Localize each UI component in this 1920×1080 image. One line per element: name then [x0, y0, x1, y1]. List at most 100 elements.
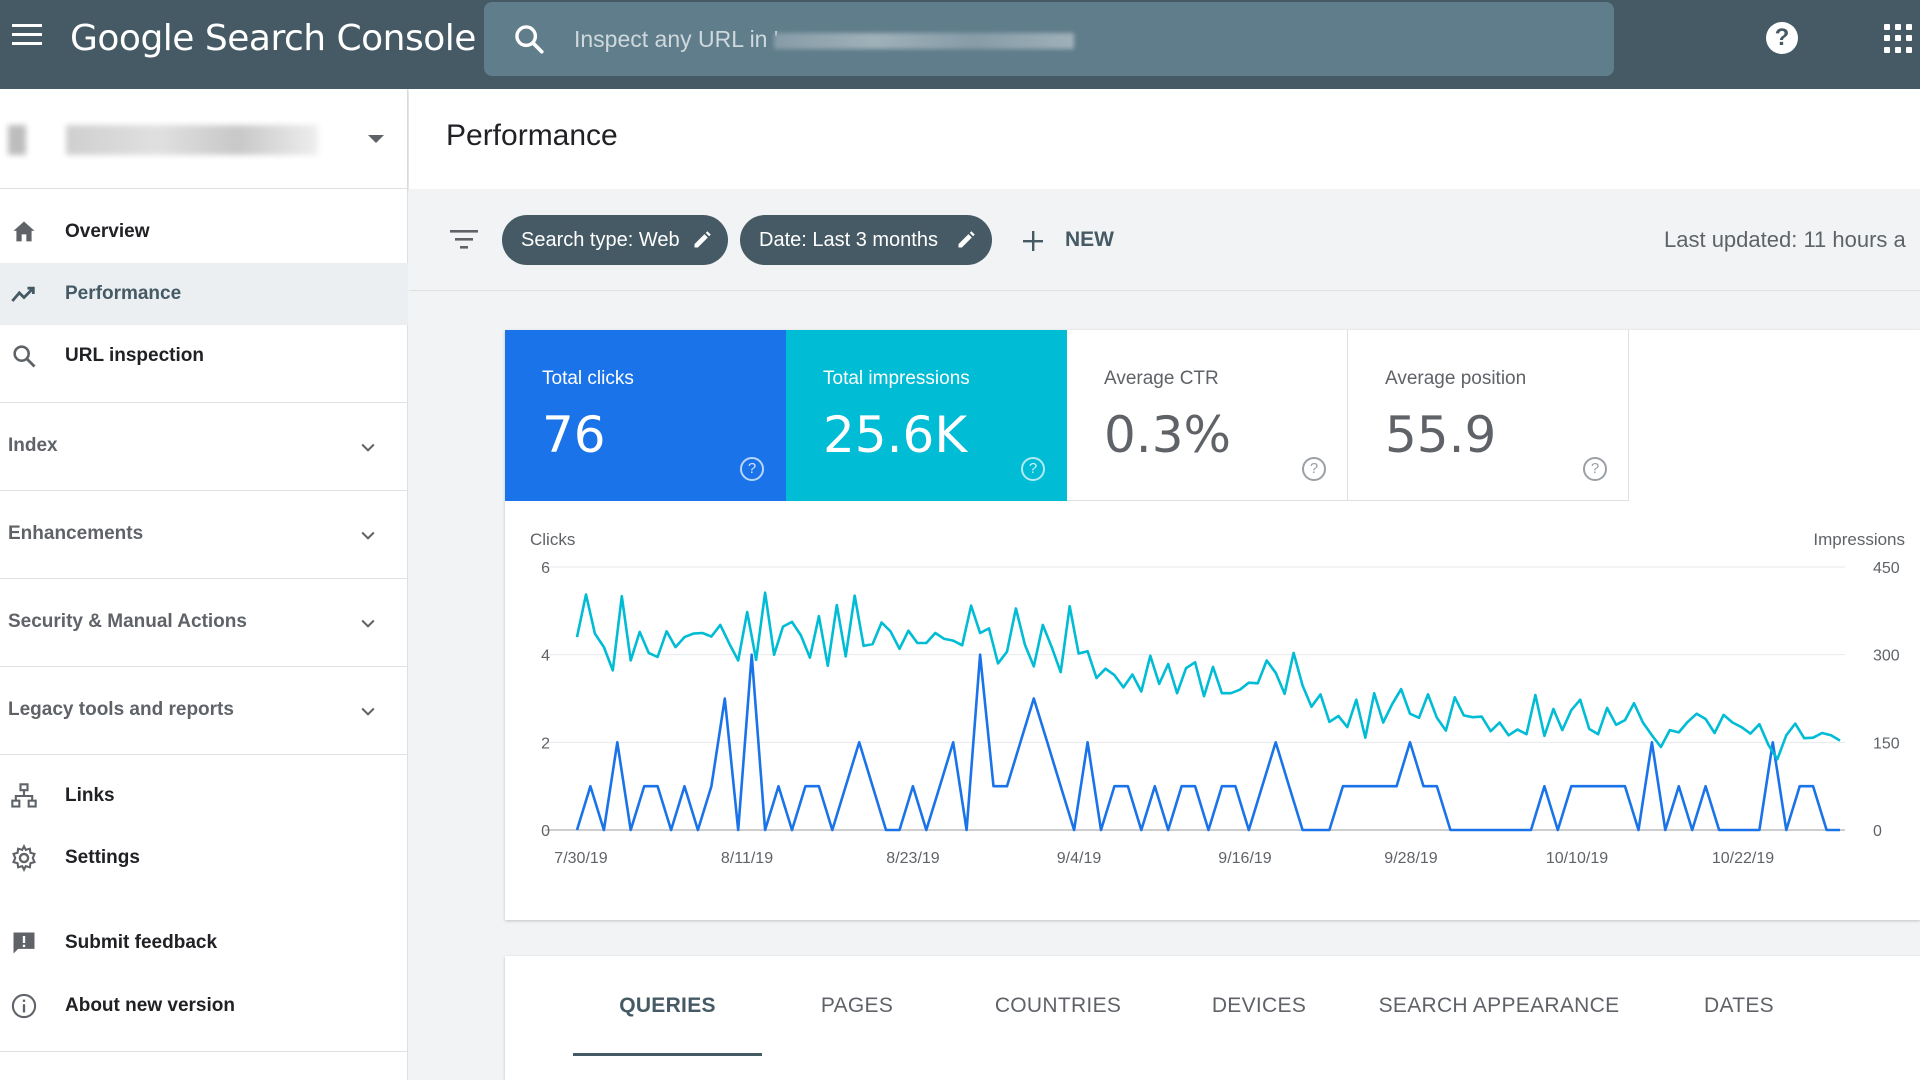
dropdown-caret-icon	[368, 135, 384, 143]
edit-pencil-icon	[958, 231, 975, 248]
y-left-tick-label: 2	[541, 735, 550, 752]
metric-label: Total clicks	[542, 368, 634, 389]
metric-total-impressions[interactable]: Total impressions 25.6K ?	[786, 330, 1067, 501]
metric-value: 76	[542, 406, 606, 464]
help-icon[interactable]: ?	[740, 457, 764, 481]
info-icon	[11, 993, 37, 1019]
x-tick-label: 10/10/19	[1546, 850, 1608, 867]
y-axis-right-label: Impressions	[1813, 530, 1905, 549]
chevron-down-icon	[361, 619, 375, 628]
y-right-tick-label: 0	[1873, 823, 1882, 840]
x-tick-label: 7/30/19	[554, 850, 607, 867]
tab-devices[interactable]: DEVICES	[1211, 994, 1307, 1017]
sidebar-item-label: URL inspection	[65, 345, 204, 366]
y-left-tick-label: 4	[541, 648, 550, 665]
sidebar-item-links[interactable]: Links	[0, 765, 408, 827]
x-tick-label: 9/16/19	[1218, 850, 1271, 867]
sidebar-item-about[interactable]: About new version	[0, 975, 408, 1037]
series-line-impressions	[575, 591, 1841, 761]
home-icon	[13, 221, 35, 242]
hamburger-menu-icon[interactable]	[12, 24, 42, 54]
sidebar-item-label: Overview	[65, 221, 150, 242]
tab-dates[interactable]: DATES	[1704, 994, 1774, 1017]
y-left-tick-label: 6	[541, 560, 550, 577]
y-axis-left-label: Clicks	[530, 530, 575, 549]
url-inspect-search-bar[interactable]: Inspect any URL in '	[484, 2, 1614, 76]
performance-chart[interactable]: Clicks Impressions 0 0 2 150 4 300 6 450 7/30/19 8/…	[505, 501, 1920, 920]
sidebar-item-settings[interactable]: Settings	[0, 827, 408, 889]
edit-pencil-icon	[694, 231, 711, 248]
page-header: Performance	[409, 89, 1920, 189]
gear-icon	[12, 844, 36, 872]
metric-average-position[interactable]: Average position 55.9 ?	[1348, 330, 1629, 501]
sidebar-section-security[interactable]: Security & Manual Actions	[0, 578, 408, 666]
filter-bar: Search type: Web Date: Last 3 months NEW…	[409, 189, 1920, 291]
sidebar-section-enhancements[interactable]: Enhancements	[0, 490, 408, 578]
tab-search-appearance[interactable]: SEARCH APPEARANCE	[1378, 994, 1620, 1017]
x-tick-label: 8/11/19	[721, 850, 773, 867]
app-title[interactable]: Google Search Console	[70, 18, 476, 59]
apps-grid-icon[interactable]	[1884, 24, 1914, 54]
sidebar-item-label: Performance	[65, 283, 182, 304]
search-type-chip[interactable]: Search type: Web	[502, 215, 728, 265]
property-selector[interactable]	[0, 89, 408, 189]
sidebar-item-performance[interactable]: Performance	[0, 263, 408, 325]
metric-label: Average position	[1385, 368, 1527, 389]
date-range-chip[interactable]: Date: Last 3 months	[740, 215, 992, 265]
search-input[interactable]: Inspect any URL in '	[574, 26, 779, 52]
y-right-tick-label: 150	[1873, 735, 1900, 752]
metric-average-ctr[interactable]: Average CTR 0.3% ?	[1067, 330, 1348, 501]
performance-card: Total clicks 76 ? Total impressions 25.6…	[505, 330, 1920, 920]
x-tick-label: 9/28/19	[1384, 850, 1437, 867]
metric-value: 25.6K	[823, 406, 968, 464]
y-right-tick-label: 300	[1873, 648, 1900, 665]
metric-label: Total impressions	[823, 368, 970, 389]
sidebar: Overview Performance URL inspection Inde…	[0, 89, 408, 1080]
sidebar-divider	[0, 754, 408, 755]
sidebar-item-submit-feedback[interactable]: Submit feedback	[0, 912, 408, 974]
x-tick-label: 8/23/19	[886, 850, 939, 867]
report-tabs: QUERIES PAGES COUNTRIES DEVICES SEARCH A…	[505, 956, 1920, 1080]
sidebar-section-label: Legacy tools and reports	[8, 699, 234, 720]
sidebar-section-label: Index	[8, 435, 58, 456]
sidebar-section-index[interactable]: Index	[0, 402, 408, 490]
redacted-property-url	[774, 33, 1074, 49]
help-icon[interactable]: ?	[1021, 457, 1045, 481]
help-icon[interactable]: ?	[1583, 457, 1607, 481]
series-line-clicks	[575, 653, 1840, 832]
search-icon	[515, 25, 544, 54]
metric-label: Average CTR	[1104, 368, 1219, 389]
page-title: Performance	[446, 119, 618, 152]
metric-value: 55.9	[1385, 406, 1497, 464]
filter-icon[interactable]	[449, 227, 479, 251]
trending-up-icon	[11, 286, 35, 302]
date-range-chip-label: Date: Last 3 months	[759, 229, 938, 251]
links-icon	[11, 783, 37, 808]
last-updated-text: Last updated: 11 hours a	[1664, 227, 1906, 252]
search-icon	[13, 345, 36, 368]
new-filter-button[interactable]: NEW	[1021, 215, 1114, 265]
new-filter-label: NEW	[1065, 228, 1114, 251]
x-tick-label: 10/22/19	[1712, 850, 1774, 867]
chevron-down-icon	[361, 707, 375, 716]
sidebar-section-legacy-tools[interactable]: Legacy tools and reports	[0, 666, 408, 754]
sidebar-item-label: Submit feedback	[65, 932, 218, 953]
sidebar-item-url-inspection[interactable]: URL inspection	[0, 325, 408, 387]
feedback-icon	[13, 932, 35, 954]
tab-queries[interactable]: QUERIES	[573, 956, 762, 1056]
search-type-chip-label: Search type: Web	[521, 229, 680, 251]
sidebar-item-label: Links	[65, 785, 115, 806]
plus-icon	[1023, 231, 1043, 251]
top-app-bar: Google Search Console Inspect any URL in…	[0, 0, 1920, 89]
redacted-property-name	[8, 125, 318, 155]
sidebar-item-overview[interactable]: Overview	[0, 201, 408, 263]
sidebar-item-label: About new version	[65, 995, 235, 1016]
chevron-down-icon	[361, 531, 375, 540]
help-icon[interactable]: ?	[1302, 457, 1326, 481]
tab-pages[interactable]: PAGES	[820, 994, 894, 1017]
tab-countries[interactable]: COUNTRIES	[994, 994, 1122, 1017]
sidebar-divider	[0, 1051, 408, 1052]
sidebar-section-label: Security & Manual Actions	[8, 611, 247, 632]
help-icon[interactable]: ?	[1766, 22, 1798, 54]
metric-total-clicks[interactable]: Total clicks 76 ?	[505, 330, 786, 501]
